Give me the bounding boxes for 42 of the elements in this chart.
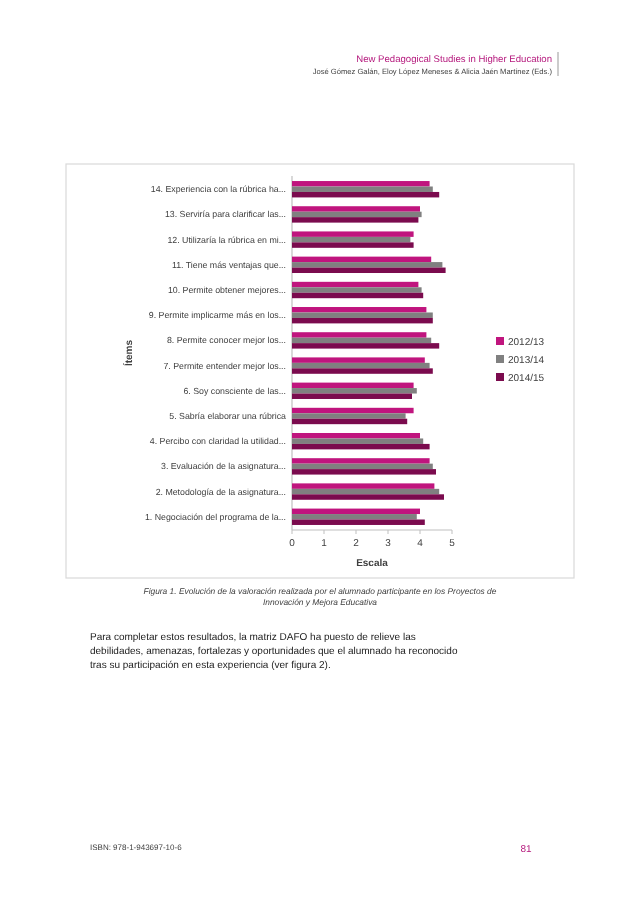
bar [292,206,420,212]
bar [292,488,440,495]
bar [292,393,412,399]
bar [292,256,432,263]
bar [292,343,440,349]
bar [292,508,420,515]
bar [292,332,427,338]
bar [292,362,430,369]
bar [292,433,420,439]
bar [292,458,430,464]
bar [292,438,424,444]
bar [292,483,435,489]
bar [292,368,433,374]
bar [292,443,430,450]
bar [292,181,430,187]
bar [292,217,419,223]
bar [292,418,408,425]
bar [292,382,414,389]
bar [292,413,406,419]
bar [292,236,411,243]
bar [292,262,443,268]
bar [292,337,432,344]
bar [292,407,414,414]
bar [292,292,424,299]
bar [292,242,414,248]
bar [292,519,425,525]
bar [292,307,427,313]
bar [292,191,440,198]
bar [292,186,433,192]
bar [292,357,425,363]
bar [292,231,414,237]
bar [292,287,422,293]
bar [292,312,433,318]
bar [292,281,419,288]
bar [292,317,433,324]
bar [292,514,417,520]
bar [292,388,417,394]
bar [292,494,444,500]
bar [292,267,446,273]
bar [292,469,436,475]
bar [292,211,422,218]
bar [292,463,433,470]
